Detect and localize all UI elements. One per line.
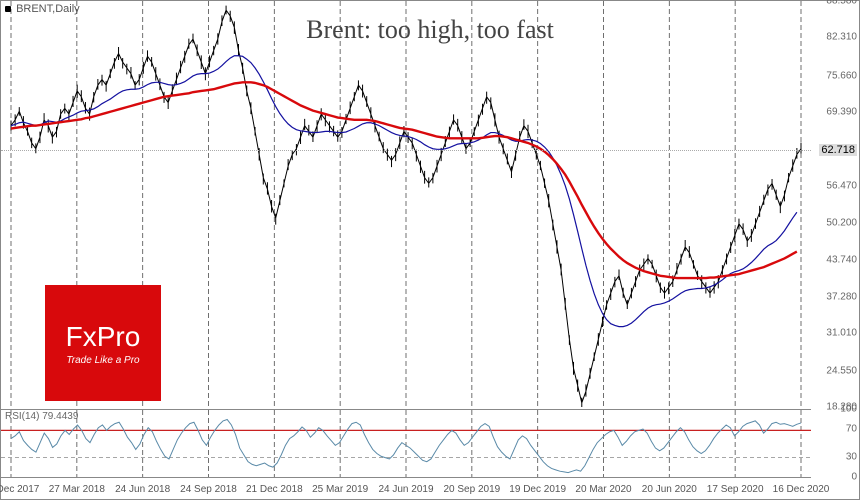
x-tick: 16 Dec 2020 — [773, 484, 830, 495]
chart-title: Brent: too high, too fast — [306, 15, 554, 45]
rsi-panel[interactable] — [1, 409, 811, 477]
y-tick: 82.310 — [826, 32, 857, 43]
logo-slogan: Trade Like a Pro — [66, 355, 139, 366]
symbol-label: BRENT — [16, 3, 52, 15]
y-tick: 69.390 — [826, 106, 857, 117]
tf-label: Daily — [55, 3, 79, 15]
x-tick: 26 Dec 2017 — [0, 484, 39, 495]
y-tick: 75.660 — [826, 70, 857, 81]
x-tick: 27 Mar 2018 — [49, 484, 105, 495]
y-tick: 88.580 — [826, 0, 857, 7]
x-tick: 21 Dec 2018 — [246, 484, 303, 495]
x-tick: 20 Sep 2019 — [443, 484, 500, 495]
rsi-y-tick: 30 — [846, 451, 857, 462]
rsi-y-axis: 03070100 — [809, 409, 859, 477]
rsi-y-tick: 70 — [846, 424, 857, 435]
y-tick: 31.010 — [826, 328, 857, 339]
chart-header: BRENT,Daily — [5, 3, 80, 15]
header-arrow-icon — [5, 6, 11, 12]
x-tick: 24 Jun 2018 — [115, 484, 170, 495]
x-tick: 19 Dec 2019 — [509, 484, 566, 495]
rsi-y-tick: 100 — [840, 404, 857, 415]
current-price-tag: 62.718 — [819, 144, 857, 156]
chart-container: BRENT,Daily Brent: too high, too fast 88… — [0, 0, 860, 500]
x-tick: 20 Jun 2020 — [642, 484, 697, 495]
x-tick: 20 Mar 2020 — [575, 484, 631, 495]
y-tick: 24.550 — [826, 365, 857, 376]
x-tick: 24 Jun 2019 — [378, 484, 433, 495]
y-tick: 37.280 — [826, 292, 857, 303]
current-price-line — [1, 150, 811, 151]
logo-text: FxPro — [66, 321, 141, 353]
rsi-label: RSI(14) 79.4439 — [5, 411, 78, 422]
date-x-axis: 26 Dec 2017 27 Mar 2018 24 Jun 2018 24 Sep … — [1, 477, 811, 499]
fxpro-logo: FxPro Trade Like a Pro — [45, 285, 161, 401]
x-tick: 25 Mar 2019 — [312, 484, 368, 495]
y-tick: 56.470 — [826, 181, 857, 192]
x-tick: 24 Sep 2018 — [180, 484, 237, 495]
x-tick: 17 Sep 2020 — [707, 484, 764, 495]
rsi-y-tick: 0 — [851, 472, 857, 483]
y-tick: 43.740 — [826, 254, 857, 265]
y-tick: 50.200 — [826, 217, 857, 228]
price-y-axis: 88.580 82.310 75.660 69.390 62.718 56.470 50.2… — [809, 1, 859, 407]
